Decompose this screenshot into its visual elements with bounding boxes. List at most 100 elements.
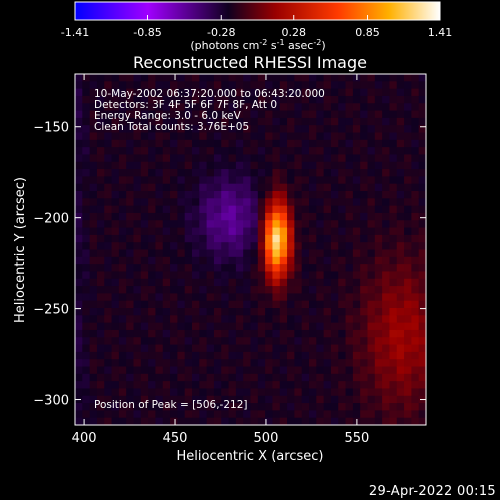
- heatmap-cell: [192, 220, 200, 229]
- heatmap-cell: [199, 322, 208, 331]
- heatmap-cell: [250, 95, 259, 104]
- heatmap-cell: [243, 373, 252, 382]
- heatmap-cell: [374, 227, 383, 236]
- heatmap-cell: [89, 344, 98, 353]
- heatmap-cell: [272, 183, 281, 192]
- heatmap-cell: [301, 293, 310, 302]
- heatmap-cell: [206, 220, 215, 229]
- heatmap-cell: [309, 315, 317, 324]
- heatmap-cell: [257, 315, 266, 324]
- heatmap-cell: [243, 132, 252, 141]
- heatmap-cell: [243, 264, 252, 273]
- heatmap-cell: [228, 403, 237, 411]
- heatmap-cell: [221, 329, 230, 338]
- heatmap-cell: [294, 388, 303, 397]
- heatmap-cell: [162, 242, 171, 251]
- heatmap-cell: [272, 110, 281, 119]
- heatmap-cell: [177, 373, 186, 382]
- heatmap-cell: [352, 366, 361, 375]
- heatmap-cell: [360, 183, 369, 192]
- heatmap-cell: [213, 125, 222, 134]
- heatmap-cell: [352, 220, 361, 229]
- heatmap-cell: [96, 169, 105, 177]
- heatmap-cell: [367, 212, 376, 221]
- heatmap-cell: [382, 88, 391, 97]
- heatmap-cell: [126, 95, 135, 104]
- heatmap-cell: [294, 286, 303, 294]
- heatmap-cell: [133, 322, 142, 331]
- heatmap-cell: [360, 308, 369, 316]
- heatmap-cell: [140, 271, 149, 280]
- heatmap-cell: [221, 249, 230, 258]
- heatmap-cell: [279, 351, 288, 360]
- heatmap-cell: [367, 403, 376, 411]
- heatmap-cell: [301, 191, 310, 199]
- heatmap-cell: [345, 388, 354, 397]
- heatmap-cell: [170, 337, 178, 346]
- heatmap-cell: [126, 169, 135, 177]
- heatmap-cell: [301, 322, 310, 331]
- heatmap-cell: [89, 242, 98, 251]
- heatmap-cell: [162, 139, 171, 148]
- heatmap-cell: [389, 373, 398, 382]
- heatmap-cell: [250, 125, 259, 134]
- heatmap-cell: [345, 132, 354, 141]
- heatmap-cell: [140, 366, 149, 375]
- heatmap-cell: [367, 198, 376, 207]
- heatmap-cell: [345, 191, 354, 199]
- heatmap-cell: [265, 110, 274, 119]
- heatmap-cell: [133, 88, 142, 97]
- heatmap-cell: [374, 351, 383, 360]
- heatmap-cell: [243, 395, 252, 404]
- heatmap-cell: [316, 286, 325, 294]
- heatmap-cell: [316, 132, 325, 141]
- heatmap-cell: [118, 191, 127, 199]
- heatmap-cell: [250, 278, 259, 287]
- heatmap-cell: [170, 88, 178, 97]
- heatmap-cell: [104, 110, 113, 119]
- heatmap-cell: [213, 154, 222, 163]
- heatmap-cell: [279, 110, 288, 119]
- heatmap-cell: [323, 117, 332, 126]
- heatmap-cell: [118, 256, 127, 265]
- heatmap-cell: [316, 198, 325, 207]
- heatmap-cell: [155, 293, 164, 302]
- heatmap-cell: [301, 161, 310, 170]
- heatmap-cell: [382, 176, 391, 185]
- heatmap-cell: [389, 256, 398, 265]
- heatmap-cell: [170, 191, 178, 199]
- heatmap-cell: [338, 249, 347, 258]
- heatmap-cell: [338, 417, 347, 425]
- heatmap-cell: [272, 329, 281, 338]
- heatmap-cell: [316, 81, 325, 90]
- heatmap-cell: [177, 227, 186, 236]
- heatmap-cell: [228, 212, 237, 221]
- heatmap-cell: [104, 344, 113, 353]
- heatmap-cell: [309, 388, 317, 397]
- heatmap-cell: [118, 227, 127, 236]
- heatmap-cell: [330, 300, 339, 309]
- heatmap-cell: [338, 81, 347, 90]
- heatmap-cell: [148, 395, 157, 404]
- heatmap-cell: [309, 403, 317, 411]
- heatmap-cell: [294, 227, 303, 236]
- heatmap-cell: [235, 81, 244, 90]
- heatmap-cell: [265, 315, 274, 324]
- heatmap-cell: [96, 264, 105, 273]
- heatmap-cell: [323, 249, 332, 258]
- heatmap-cell: [111, 198, 120, 207]
- heatmap-cell: [111, 271, 120, 280]
- heatmap-cell: [111, 286, 120, 294]
- heatmap-cell: [155, 183, 164, 192]
- heatmap-cell: [279, 198, 288, 207]
- heatmap-cell: [330, 249, 339, 258]
- heatmap-cell: [352, 242, 361, 251]
- heatmap-cell: [338, 147, 347, 156]
- heatmap-cell: [199, 395, 208, 404]
- heatmap-cell: [309, 234, 317, 243]
- heatmap-cell: [170, 278, 178, 287]
- heatmap-cell: [338, 278, 347, 287]
- heatmap-cell: [148, 81, 157, 90]
- chart-title: Reconstructed RHESSI Image: [133, 53, 367, 72]
- heatmap-cell: [199, 242, 208, 251]
